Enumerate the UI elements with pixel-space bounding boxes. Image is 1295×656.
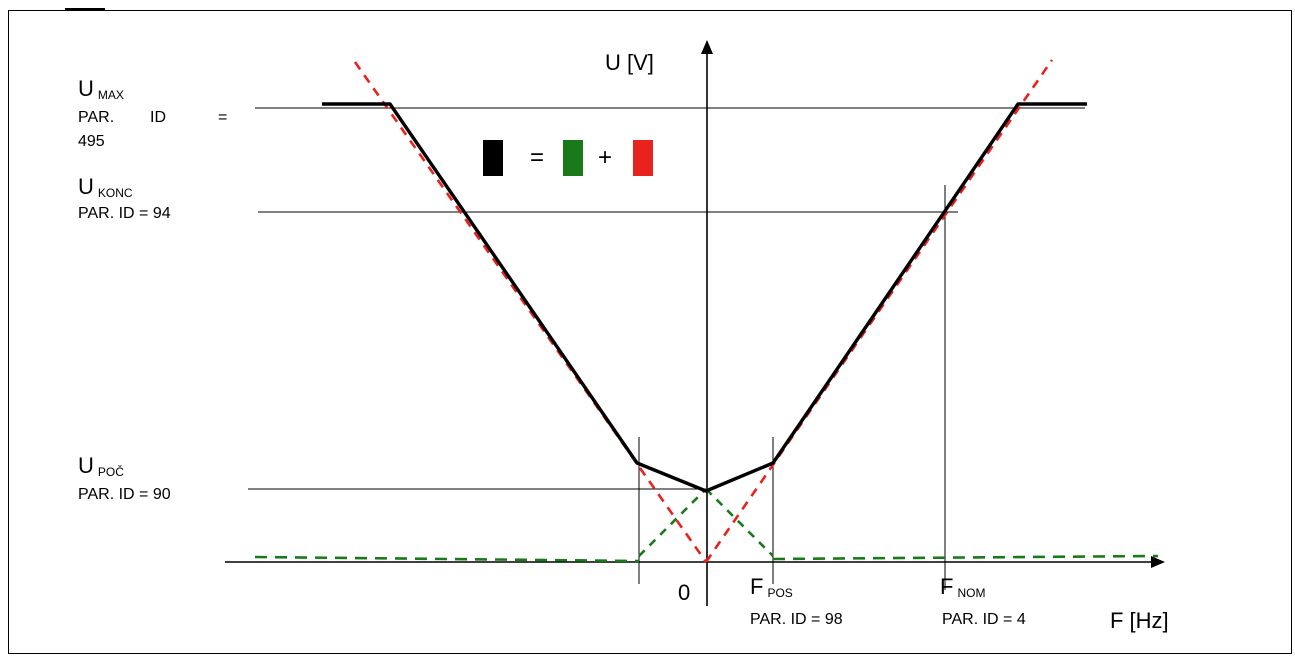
umax-subscript: MAX [97, 88, 124, 102]
fnom-subscript: NOM [957, 586, 986, 600]
legend-equals: = [530, 144, 545, 171]
fpos-symbol: F [750, 574, 764, 599]
umax-symbol: U [78, 76, 94, 101]
fpos-label: F POS [750, 574, 793, 600]
fnom-label: F NOM [940, 574, 986, 600]
diagram-frame [8, 10, 1292, 654]
fnom-symbol: F [940, 574, 954, 599]
y-axis-label: U [V] [605, 50, 654, 75]
ukonc-label: U KONC [78, 174, 133, 200]
upoc-param: PAR. ID = 90 [78, 486, 171, 503]
legend-red-swatch [633, 140, 653, 176]
x-axis-label: F [Hz] [1110, 608, 1169, 633]
upoc-label: U POČ [78, 453, 124, 479]
legend-green-swatch [563, 140, 583, 176]
green-dashed-right-boost [705, 488, 774, 557]
top-edge-fragment [0, 0, 1295, 10]
upoc-subscript: POČ [97, 465, 124, 479]
top-underline [65, 8, 105, 10]
fpos-param: PAR. ID = 98 [750, 611, 843, 628]
green-dashed-baseline-left [254, 555, 640, 563]
red-dashed-right [704, 59, 1054, 563]
upoc-symbol: U [78, 453, 94, 478]
umax-param-id: ID [150, 109, 166, 126]
green-dashed-baseline-right [772, 554, 1159, 561]
ukonc-param: PAR. ID = 94 [78, 205, 171, 222]
umax-param-eq: = [218, 109, 228, 126]
legend-plus: + [598, 144, 613, 171]
fpos-subscript: POS [767, 586, 793, 600]
ukonc-subscript: KONC [97, 186, 133, 200]
ukonc-symbol: U [78, 174, 94, 199]
red-dashed-left [353, 61, 708, 563]
legend-black-swatch [483, 140, 503, 176]
fnom-param: PAR. ID = 4 [942, 611, 1026, 628]
black-result-curve [322, 102, 1087, 493]
umax-label: U MAX [78, 76, 124, 102]
origin-label: 0 [678, 580, 691, 605]
green-dashed-left-boost [638, 488, 707, 557]
umax-param-value: 495 [78, 133, 105, 150]
umax-param-par: PAR. [78, 109, 115, 126]
